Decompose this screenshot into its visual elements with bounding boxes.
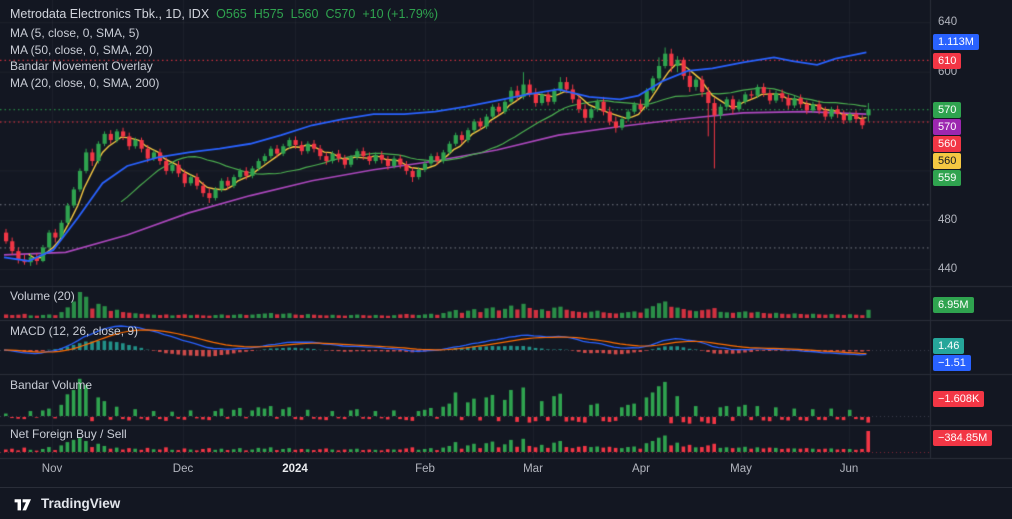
net-foreign-value-badge: −384.85M (933, 430, 993, 446)
tradingview-logo-icon[interactable] (12, 496, 34, 512)
level-610-badge: 610 (933, 53, 962, 69)
macd-pane-label[interactable]: MACD (12, 26, close, 9) (10, 324, 139, 338)
time-axis-label[interactable]: Apr (632, 463, 650, 475)
ohlc-close: C570 (325, 7, 356, 21)
symbol-title[interactable]: Metrodata Electronics Tbk., 1D, IDX (10, 7, 210, 21)
indicator-legend-ma50[interactable]: MA (50, close, 0, SMA, 20) (10, 42, 153, 57)
indicator-legend-bandar-overlay[interactable]: Bandar Movement Overlay (10, 59, 153, 73)
time-axis-label[interactable]: Dec (172, 463, 194, 475)
footer-bar: TradingView (0, 487, 1012, 519)
time-axis-label[interactable]: May (730, 463, 752, 475)
macd-signal-value-badge: −1.51 (933, 355, 971, 371)
net-foreign-pane-label[interactable]: Net Foreign Buy / Sell (10, 427, 127, 441)
bandar-volume-pane-label[interactable]: Bandar Volume (10, 378, 93, 392)
volume-pane-label[interactable]: Volume (20) (10, 289, 75, 303)
ohlc-open: O565 (216, 7, 247, 21)
time-axis-label[interactable]: Mar (523, 463, 543, 475)
symbol-row[interactable]: Metrodata Electronics Tbk., 1D, IDX O565 H… (10, 7, 438, 21)
time-axis-label[interactable]: Jun (839, 463, 859, 475)
indicator-legend-ma5[interactable]: MA (5, close, 0, SMA, 5) (10, 26, 140, 40)
overlay-value-badge: 1.113M (933, 34, 979, 50)
bandar-volume-value-badge: −1.608K (933, 391, 985, 407)
time-axis-label[interactable]: Feb (415, 463, 435, 475)
chart-legend: Metrodata Electronics Tbk., 1D, IDX O565 H… (10, 7, 438, 91)
time-axis-label[interactable]: Nov (41, 463, 63, 475)
volume-value-badge: 6.95M (933, 297, 974, 313)
ma200-value-badge: 559 (933, 170, 962, 186)
time-axis-label[interactable]: 2024 (282, 463, 308, 475)
price-axis-tick[interactable]: 640 (938, 16, 958, 28)
macd-value-badge: 1.46 (933, 338, 965, 354)
tradingview-brand-text[interactable]: TradingView (41, 496, 121, 511)
level-560-badge: 560 (933, 136, 962, 152)
ma5-value-badge: 560 (933, 153, 962, 169)
price-axis-tick[interactable]: 440 (938, 263, 958, 275)
ohlc-low: L560 (290, 7, 319, 21)
ohlc-high: H575 (253, 7, 284, 21)
ma50-value-badge: 570 (933, 119, 962, 135)
change-value: +10 (+1.79%) (362, 7, 439, 21)
indicator-legend-ma200[interactable]: MA (20, close, 0, SMA, 200) (10, 75, 160, 90)
price-axis-tick[interactable]: 600 (938, 66, 958, 78)
price-axis-tick[interactable]: 480 (938, 214, 958, 226)
last-price-badge: 570 (933, 102, 962, 118)
